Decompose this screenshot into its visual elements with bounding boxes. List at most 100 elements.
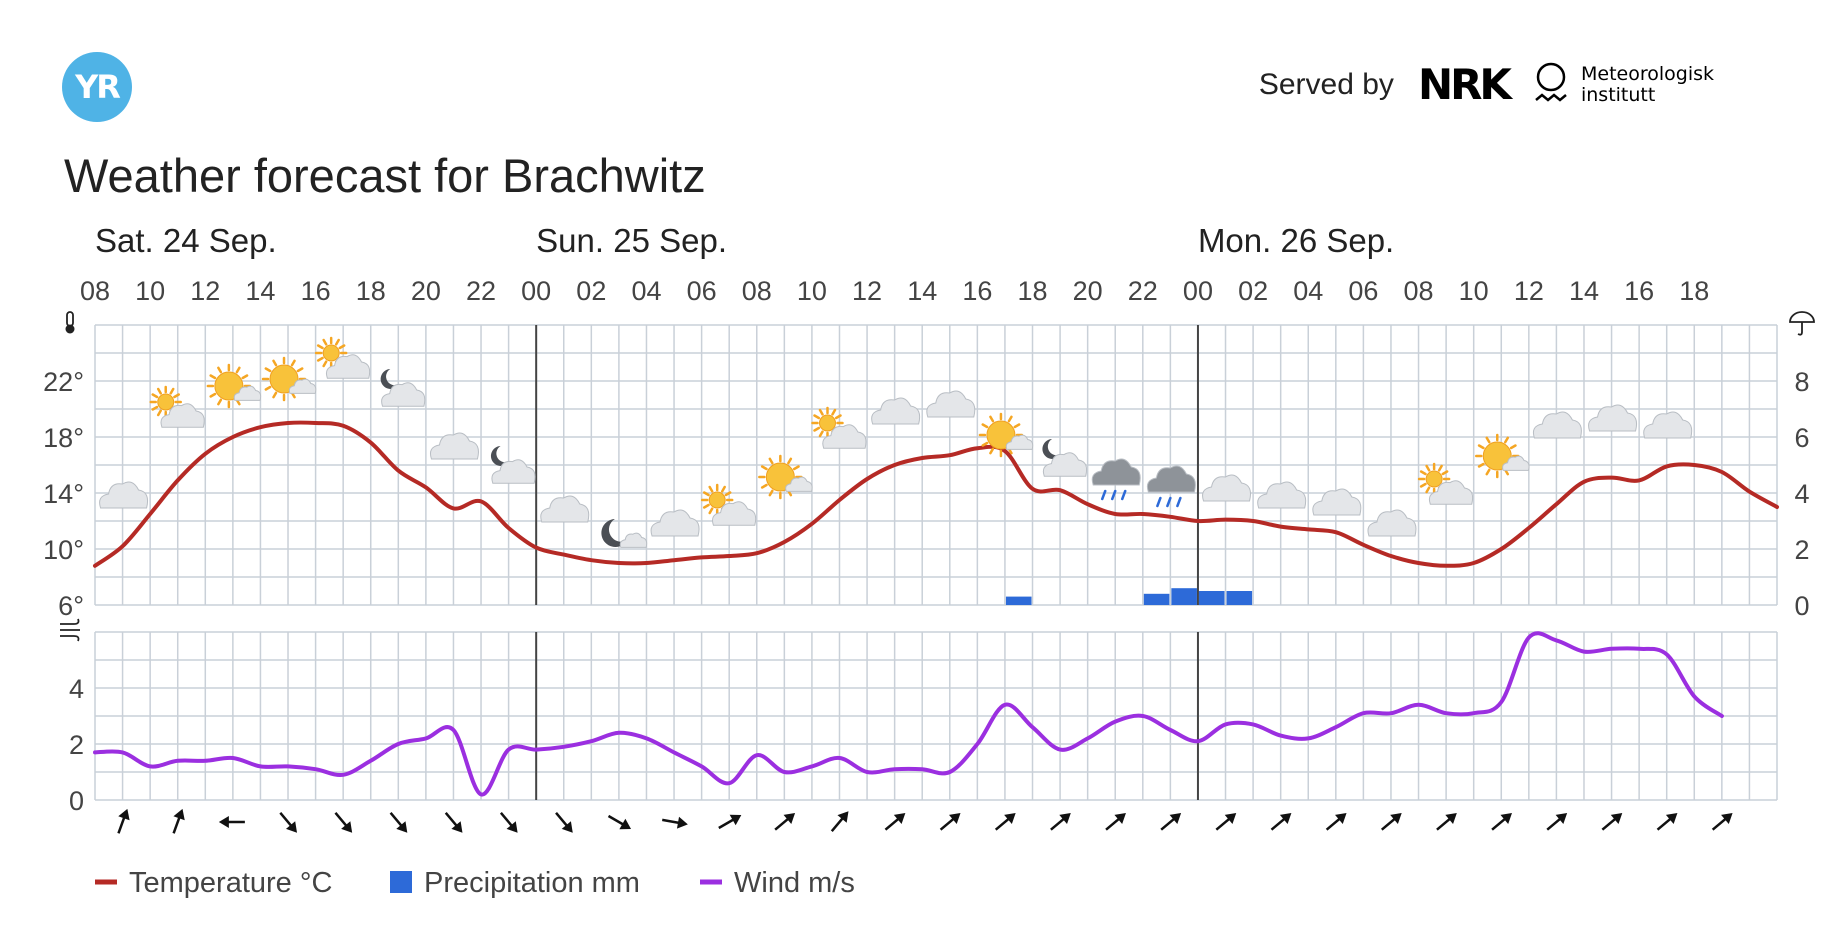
temp-axis-tick: 18° [43,423,84,453]
partly-cloudy-night-icon [380,369,426,407]
sun-disc [986,420,1016,450]
wind-arrow-head [1279,813,1292,825]
sun-ray [209,374,217,380]
wind-arrow-icon [1215,813,1237,831]
sun-ray [724,491,732,497]
precip-axis-tick: 6 [1794,423,1809,453]
sun-ray [768,489,774,497]
hour-tick-label: 18 [1017,276,1047,306]
precip-axis-tick: 2 [1794,535,1809,565]
wind-arrow-icon [1380,813,1402,831]
sun-ray [296,367,304,373]
sun-ray [151,405,159,411]
cloud-shape [1146,465,1196,493]
cloud-shape [822,424,867,449]
legend-item: Wind m/s [700,867,855,899]
sun-ray [1509,444,1517,450]
legend-swatch [390,871,412,893]
wind-arrow-head [118,808,130,821]
cloud-shape [785,476,813,492]
met-line-1: Meteorologisk [1580,62,1714,85]
yr-logo[interactable]: YR [62,52,132,122]
wind-arrow-icon [830,811,849,832]
met-line-2: institutt [1580,83,1656,106]
fair-day-icon [758,454,813,500]
cloud-shape [540,495,590,523]
chart-grid [94,324,1778,801]
nrk-logo[interactable]: NRK [1417,60,1512,109]
moon-shape [380,369,400,389]
precipitation-bar [1143,593,1170,605]
fair-day-icon [206,363,262,409]
served-by-label: Served by [1258,67,1394,101]
sun-ray [316,344,324,350]
hour-tick-label: 22 [466,276,496,306]
hour-tick-label: 10 [135,276,165,306]
wind-arrow-head [1004,813,1016,825]
wind-arrow-icon [662,816,688,829]
cloudy-icon [1312,488,1362,516]
sun-ray [173,393,180,399]
partly-cloudy-night-icon [1042,439,1088,477]
raindrop [1166,496,1172,508]
moon-shape [601,519,628,547]
wind-arrow-icon [499,812,518,833]
wind-arrow-head [1665,813,1678,825]
wind-arrow-icon [1160,813,1182,831]
wind-arrow-head [1224,813,1237,825]
wind-axis-tick: 4 [69,674,84,704]
precip-axis-tick: 0 [1794,591,1809,621]
hour-tick-label: 10 [797,276,827,306]
cloud-shape [1312,488,1362,516]
wind-arrow-head [783,813,796,825]
sun-ray [169,387,175,395]
wind-arrow-icon [774,813,796,831]
sun-ray [1425,464,1431,472]
sun-ray [989,415,995,423]
wind-arrow-icon [218,816,245,828]
sun-ray [702,491,710,497]
wind-arrow-head [1335,813,1347,825]
sun-disc [1425,470,1443,488]
hour-tick-label: 10 [1459,276,1489,306]
temp-axis-tick: 14° [43,479,84,509]
wind-arrow-head [1390,813,1402,825]
fair-day-icon [261,356,317,402]
raindrop [1110,489,1117,501]
sun-ray [787,457,793,465]
sun-ray [813,414,821,420]
met-logo[interactable]: Meteorologisk institutt [1533,62,1714,108]
cloudy-icon [1202,474,1252,502]
precipitation-bar [1226,591,1253,605]
wind-arrow-icon [279,812,298,833]
wind-arrow-icon [389,812,408,833]
wind-arrow-head [1445,813,1457,825]
hour-tick-label: 12 [190,276,220,306]
cloud-shape [160,403,205,428]
wind-arrow-head [1610,813,1623,825]
sun-ray [702,503,710,509]
cloud-shape [711,501,757,526]
cloud-shape [1257,481,1307,509]
sun-ray [217,398,223,406]
wind-arrow-icon [939,813,961,831]
cloud-shape [99,481,149,509]
cloud-shape [233,385,262,401]
legend-label: Temperature °C [129,867,332,899]
wind-arrow-head [173,808,185,821]
temperature-line [93,420,1779,568]
sun-ray [241,374,249,380]
sun-ray [834,414,842,420]
sun-ray [989,447,995,455]
hour-tick-label: 18 [356,276,386,306]
cloud-shape [1367,509,1417,537]
wind-arrow-head [396,821,408,833]
cloud-shape [1005,434,1034,450]
sun-ray [1419,470,1427,476]
cloudy-icon [1588,404,1638,432]
sun-ray [818,408,824,416]
sun-ray [708,507,714,515]
sun-ray [217,366,223,374]
sun-ray [1477,444,1485,450]
